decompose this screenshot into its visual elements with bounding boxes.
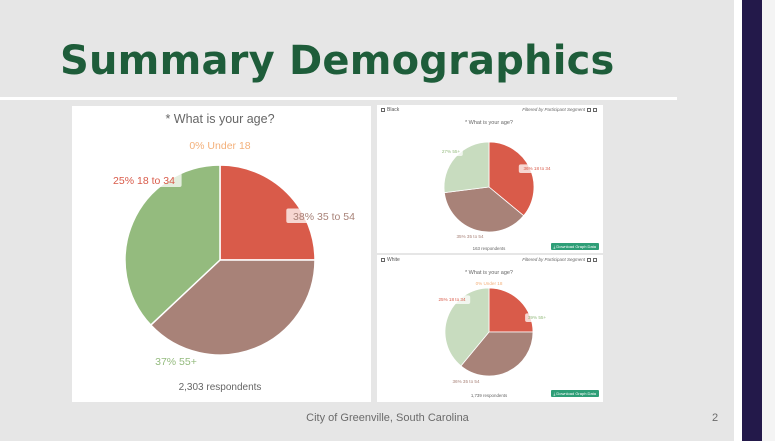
segment-icon [381, 108, 385, 112]
black-age-pie-chart: * What is your age? 36% 18 to 34 35% 35 to… [439, 120, 556, 251]
chart-title: * What is your age? [465, 120, 513, 126]
data-label: 27% 55+ [442, 149, 461, 154]
data-label: 35% 35 to 54 [456, 234, 484, 239]
segment-name: Black [387, 107, 400, 113]
data-label-bg [525, 313, 549, 322]
data-label: 0% Under 18 [189, 140, 250, 152]
data-label-bg [447, 377, 485, 386]
download-graph-data-button[interactable]: ⤓ Download Graph Data [550, 390, 599, 397]
black-segment-panel: Black Filtered by Participant Segment * … [377, 105, 603, 253]
download-graph-data-button[interactable]: ⤓ Download Graph Data [550, 243, 599, 250]
chart-title: * What is your age? [465, 270, 513, 276]
respondents-count: 1,739 respondents [471, 393, 508, 398]
title-divider [0, 97, 677, 100]
data-label: 25% 18 to 34 [113, 175, 175, 187]
data-label: 0% Under 18 [476, 281, 503, 286]
chart-title: * What is your age? [165, 112, 274, 126]
filter-link[interactable]: Filtered by Participant Segment [522, 107, 585, 112]
pie-slice-55[interactable] [443, 141, 490, 194]
data-label: 38% 35 to 54 [293, 211, 355, 223]
data-label-bg [472, 279, 506, 288]
edit-icon[interactable] [587, 257, 591, 262]
segment-icon [381, 258, 385, 262]
data-label-bg [106, 172, 182, 187]
pie-slice-55[interactable] [444, 287, 490, 367]
data-label: 25% 18 to 34 [438, 297, 466, 302]
pie-slice-18-to-34[interactable] [488, 287, 534, 333]
filter-link[interactable]: Filtered by Participant Segment [522, 257, 585, 262]
data-label-bg [286, 208, 362, 223]
segment-name: White [387, 257, 400, 263]
data-label-bg [152, 353, 200, 368]
data-label-bg [185, 137, 255, 152]
respondents-count: 163 respondents [473, 246, 507, 251]
download-icon: ⤓ [553, 244, 557, 249]
data-label: 39% 55+ [528, 315, 547, 320]
data-label: 37% 55+ [155, 356, 197, 368]
data-label-bg [518, 164, 556, 173]
white-age-pie-chart: * What is your age? 0% Under 18 25% 18 to … [433, 270, 549, 398]
right-gap [734, 0, 742, 441]
pie-slice-35-to-54[interactable] [460, 331, 534, 377]
download-label: Download Graph Data [556, 391, 596, 396]
segment-filter: Filtered by Participant Segment [522, 107, 597, 112]
data-label: 36% 18 to 34 [523, 166, 551, 171]
download-label: Download Graph Data [556, 244, 596, 249]
segment-header: Black [381, 107, 399, 113]
white-segment-panel: White Filtered by Participant Segment * … [377, 255, 603, 402]
right-edge [762, 0, 775, 441]
segment-header: White [381, 257, 400, 263]
pie-slice-55[interactable] [124, 164, 221, 327]
segment-filter: Filtered by Participant Segment [522, 257, 597, 262]
respondents-count: 2,303 respondents [179, 382, 262, 393]
main-age-pie-chart: * What is your age? 0% Under 18 25% 18 to … [106, 112, 362, 393]
page-number: 2 [712, 412, 719, 424]
data-label-bg [433, 295, 471, 304]
delete-icon[interactable] [593, 257, 597, 262]
pie-slice-18-to-34[interactable] [219, 164, 316, 261]
slide-footer: City of Greenville, South Carolina [306, 412, 469, 424]
data-label: 36% 35 to 54 [452, 379, 480, 384]
data-label-bg [451, 232, 489, 241]
edit-icon[interactable] [587, 107, 591, 112]
pie-slice-35-to-54[interactable] [149, 259, 316, 356]
main-chart-panel: * What is your age? 0% Under 18 25% 18 to … [72, 106, 371, 402]
pie-slice-35-to-54[interactable] [443, 186, 525, 233]
right-accent-bar [742, 0, 762, 441]
data-label-bg [439, 147, 463, 156]
download-icon: ⤓ [553, 391, 557, 396]
slide-title: Summary Demographics [60, 38, 615, 84]
delete-icon[interactable] [593, 107, 597, 112]
